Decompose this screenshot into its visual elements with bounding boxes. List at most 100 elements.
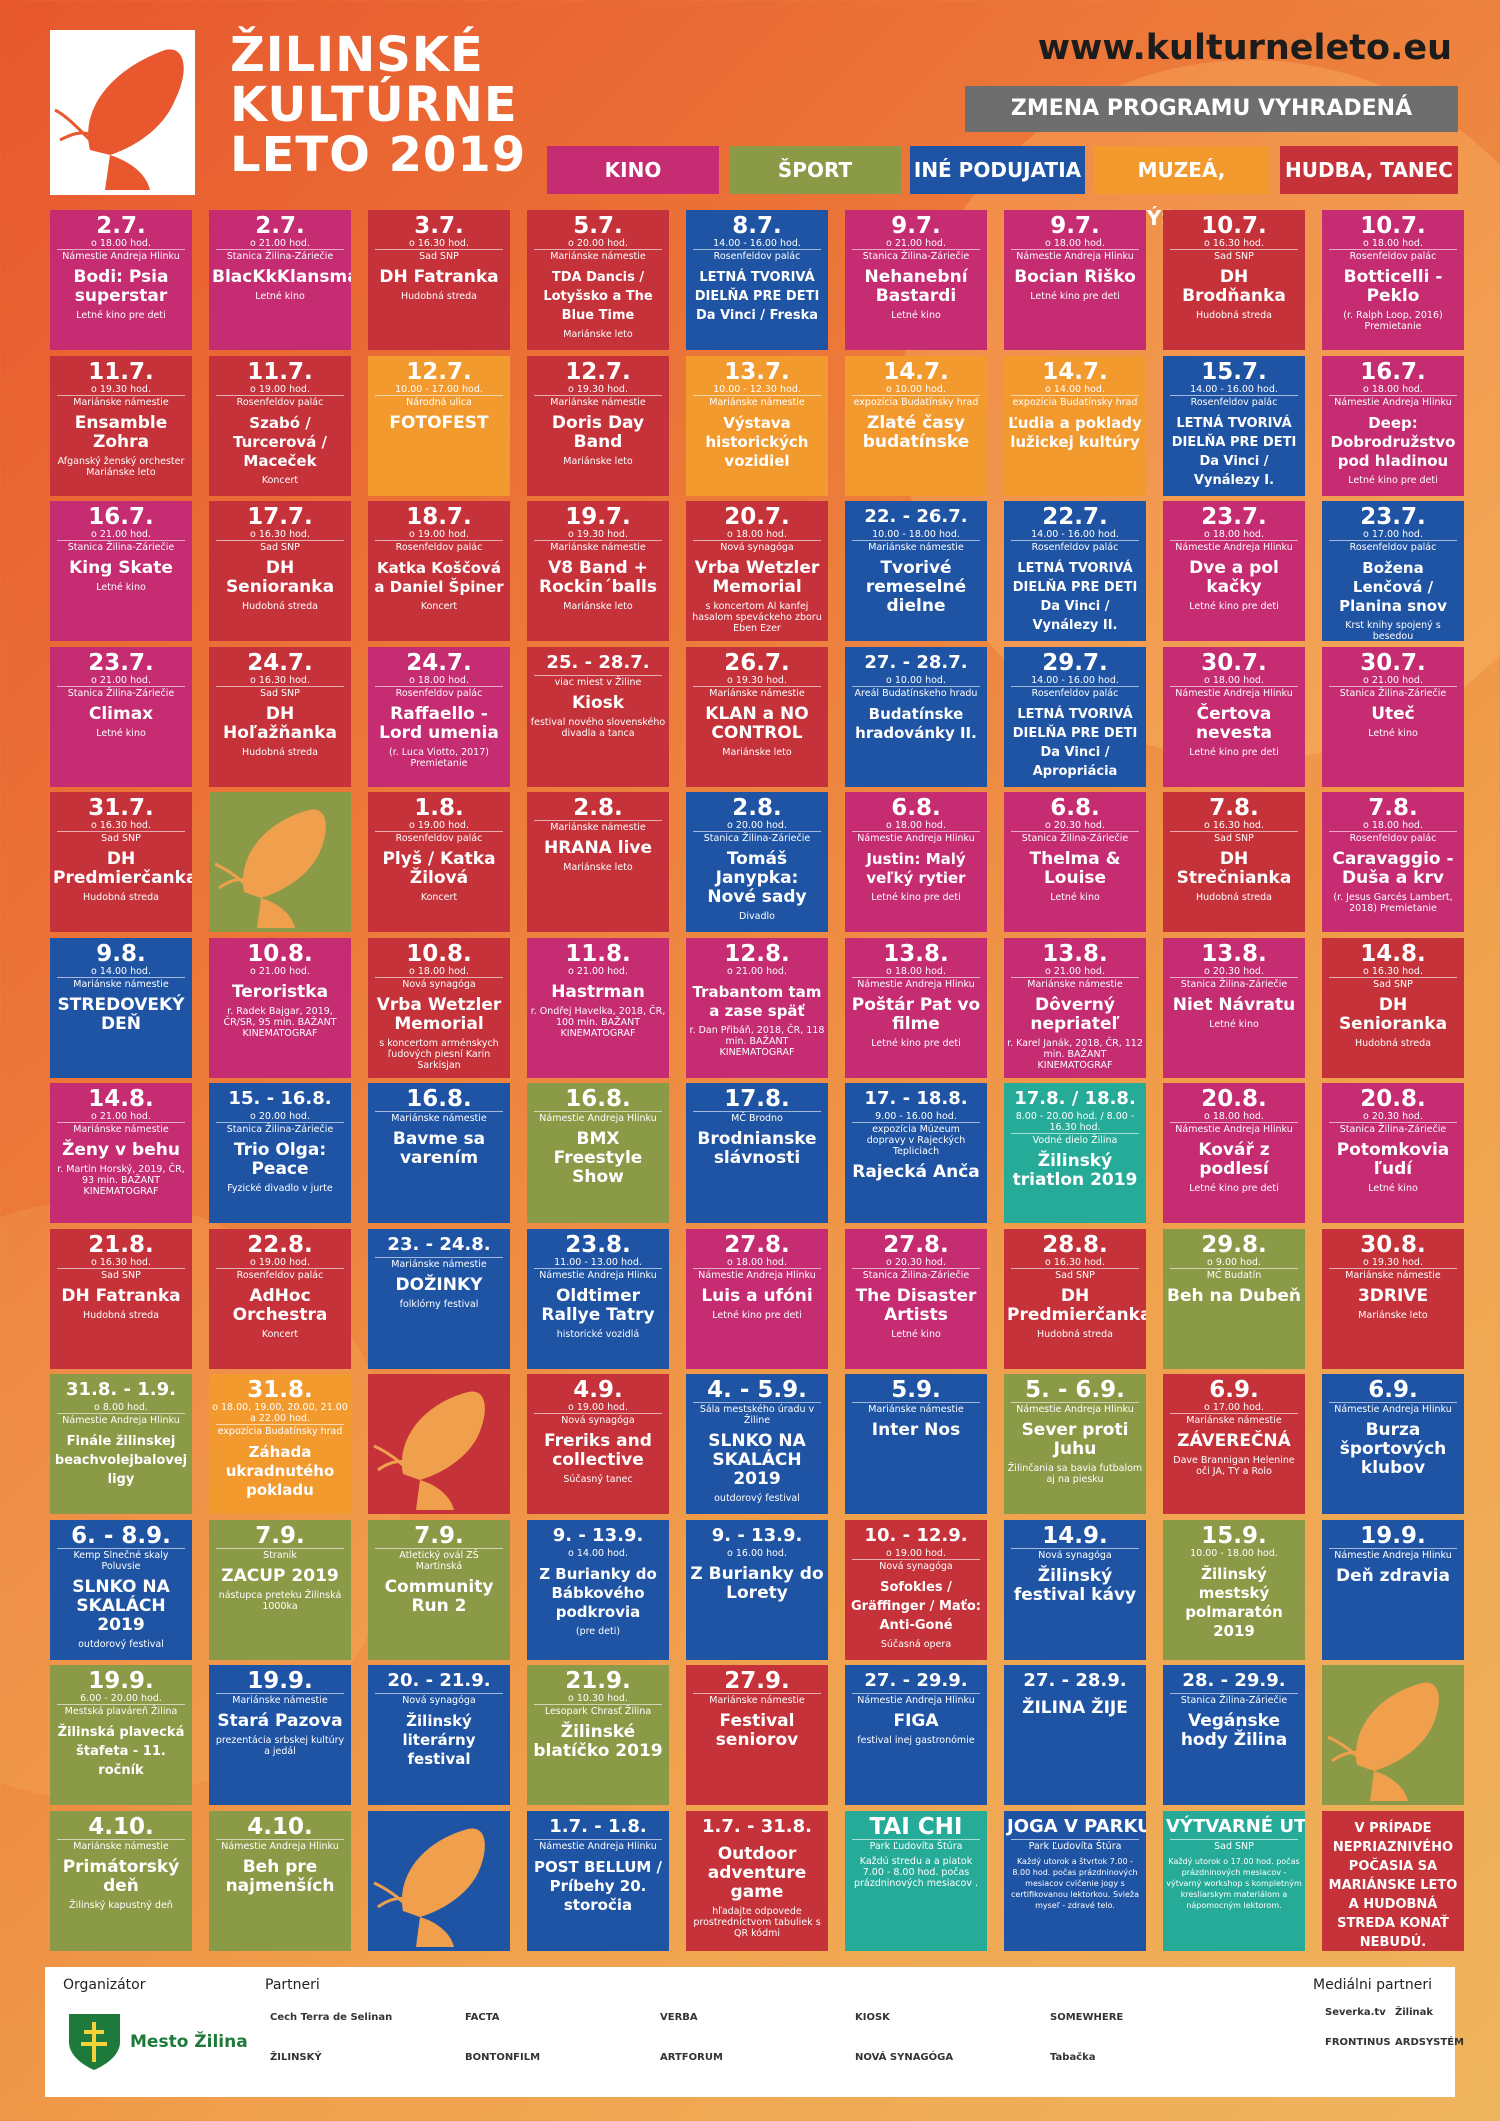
event-date: 20.8. bbox=[1201, 1086, 1267, 1112]
event-card: 24.7. o 16.30 hod. Sad SNP DH Hoľažňanka Hud… bbox=[209, 646, 351, 787]
event-time: o 20.00 hod. bbox=[727, 820, 787, 831]
event-date: 16.8. bbox=[406, 1086, 472, 1112]
event-subtitle: Letné kino bbox=[1368, 1183, 1418, 1194]
event-card: 6.9. o 17.00 hod. Mariánske námestie ZÁVERE… bbox=[1163, 1374, 1305, 1514]
decorative-butterfly-tile bbox=[209, 792, 351, 932]
event-date: 20.7. bbox=[724, 504, 790, 530]
event-event-title: Justin: Malý veľký rytier bbox=[866, 850, 966, 887]
event-date: 21.8. bbox=[88, 1231, 154, 1258]
event-card: 14.7. o 10.00 hod. expozícia Budatínsky hr… bbox=[845, 355, 987, 496]
event-time: o 16.30 hod. bbox=[250, 529, 310, 540]
media-partner-logo: Severka.tv bbox=[1325, 2007, 1386, 2018]
event-date: 10. - 12.9. bbox=[864, 1524, 968, 1546]
media-partner-logo: ARDSYSTÉM bbox=[1395, 2037, 1464, 2048]
event-venue: Stanica Žilina-Záriečie bbox=[852, 1267, 980, 1281]
event-time: o 21.00 hod. bbox=[727, 965, 787, 977]
event-venue: Mariánske námestie bbox=[216, 1693, 344, 1706]
event-card: 27. - 28.7. o 10.00 hod. Areál Budatínskeh… bbox=[845, 646, 987, 787]
event-subtitle: hľadajte odpovede prostredníctvom tabuli… bbox=[693, 1905, 821, 1939]
event-card: 13.7. 10.00 - 12.30 hod. Mariánske námesti… bbox=[686, 355, 828, 496]
event-time: o 19.30 hod. bbox=[727, 674, 787, 686]
event-card: 23.7. o 17.00 hod. Rosenfeldov palác Božena… bbox=[1322, 501, 1464, 641]
event-subtitle: Hudobná streda bbox=[401, 291, 477, 302]
event-card: 11.7. o 19.00 hod. Rosenfeldov palác Szabó … bbox=[209, 355, 351, 496]
event-event-title: Beh na Dubeň bbox=[1166, 1285, 1302, 1306]
event-venue: Národná ulica bbox=[375, 394, 503, 408]
event-time: 10.00 - 12.30 hod. bbox=[713, 383, 801, 395]
event-card: 20. - 21.9. Nová synagóga Žilinský literár… bbox=[368, 1665, 510, 1805]
event-subtitle: Letné kino pre deti bbox=[712, 1309, 802, 1321]
event-time: 8.00 - 20.00 hod. / 8.00 - 16.30 hod. bbox=[1015, 1111, 1135, 1133]
decorative-butterfly-tile bbox=[368, 1810, 510, 1951]
event-date: 20.8. bbox=[1360, 1086, 1426, 1112]
event-card: 21.8. o 16.30 hod. Sad SNP DH Fatranka Hudob… bbox=[50, 1228, 192, 1369]
event-card: 2.7. o 21.00 hod. Stanica Žilina-Záriečie B… bbox=[209, 210, 351, 350]
event-subtitle: festival inej gastronómie bbox=[857, 1735, 975, 1746]
event-event-title: Hastrman bbox=[551, 981, 645, 1002]
event-card: 14.8. o 16.30 hod. Sad SNP DH Senioranka Hud… bbox=[1322, 937, 1464, 1078]
event-subtitle: Letné kino bbox=[891, 310, 941, 321]
event-date: 25. - 28.7. bbox=[546, 651, 650, 673]
event-date: 14.7. bbox=[883, 358, 949, 385]
event-venue: Rosenfeldov palác bbox=[216, 394, 344, 408]
event-venue: Námestie Andreja Hlinku bbox=[1011, 249, 1139, 262]
event-subtitle: Hudobná streda bbox=[83, 892, 159, 903]
partner-logo: NOVÁ SYNAGÓGA bbox=[855, 2052, 954, 2063]
event-subtitle: Afganský ženský orchester Mariánske leto bbox=[57, 455, 185, 478]
event-event-title: DH Fatranka bbox=[379, 267, 499, 287]
event-venue: expozícia Múzeum dopravy v Rajeckých Tep… bbox=[852, 1122, 980, 1157]
event-card: 24.7. o 18.00 hod. Rosenfeldov palác Raffae… bbox=[368, 646, 510, 787]
event-date: 29.7. bbox=[1042, 649, 1108, 676]
event-time: o 9.00 hod. bbox=[1207, 1256, 1261, 1268]
event-event-title: DH Predmierčanka bbox=[1007, 1285, 1146, 1325]
event-venue: Nová synagóga bbox=[375, 976, 503, 990]
event-date: 23.7. bbox=[88, 649, 154, 676]
event-subtitle: Hudobná streda bbox=[1037, 1328, 1113, 1340]
event-card: 30.7. o 18.00 hod. Námestie Andreja Hlinku… bbox=[1163, 646, 1305, 787]
event-time: o 16.30 hod. bbox=[409, 238, 469, 249]
event-subtitle: Letné kino pre deti bbox=[871, 1037, 961, 1049]
event-subtitle: Letné kino bbox=[1368, 727, 1418, 739]
event-date: 2.8. bbox=[573, 795, 623, 821]
event-time: o 18.00 hod. bbox=[886, 965, 946, 977]
event-event-title: 3DRIVE bbox=[1357, 1285, 1429, 1306]
event-venue: Mariánske námestie bbox=[852, 540, 980, 553]
partner-logo: FACTA bbox=[465, 2012, 500, 2023]
event-date: 17.7. bbox=[247, 504, 313, 530]
website-url[interactable]: www.kulturneleto.eu bbox=[1037, 28, 1452, 68]
event-card: 18.7. o 19.00 hod. Rosenfeldov palác Katka … bbox=[368, 501, 510, 641]
butterfly-logo-icon bbox=[54, 49, 184, 190]
event-venue: Námestie Andreja Hlinku bbox=[216, 1838, 344, 1852]
event-event-title: Záhada ukradnutého pokladu bbox=[225, 1443, 335, 1499]
event-event-title: Žilinský mestský polmaratón 2019 bbox=[1185, 1564, 1283, 1640]
event-event-title: Raffaello - Lord umenia bbox=[379, 703, 499, 743]
partner-logo: KIOSK bbox=[855, 2012, 890, 2023]
event-time: o 21.00 hod. bbox=[568, 965, 628, 977]
event-card: TAI CHI Park Ľudovíta Štúra Každú stredu a… bbox=[845, 1810, 987, 1951]
event-venue: Námestie Andreja Hlinku bbox=[1329, 1402, 1457, 1415]
event-venue: Námestie Andreja Hlinku bbox=[1011, 1402, 1139, 1415]
event-card: 9.7. o 21.00 hod. Stanica Žilina-Záriečie N… bbox=[845, 210, 987, 350]
event-date: 2.7. bbox=[96, 213, 146, 239]
event-venue: Námestie Andreja Hlinku bbox=[1329, 394, 1457, 408]
event-event-title: FOTOFEST bbox=[389, 412, 489, 433]
event-date: 30.8. bbox=[1360, 1231, 1426, 1258]
event-event-title: Plyš / Katka Žilová bbox=[382, 849, 496, 888]
event-event-title: Žilinský festival kávy bbox=[1013, 1565, 1137, 1605]
event-venue: Rosenfeldov palác bbox=[693, 249, 821, 262]
event-event-title: Inter Nos bbox=[871, 1420, 961, 1440]
page-title: ŽILINSKÉ KULTÚRNE LETO 2019 bbox=[230, 27, 527, 183]
event-event-title: Poštár Pat vo filme bbox=[851, 994, 981, 1034]
event-venue: Stanica Žilina-Záriečie bbox=[57, 540, 185, 553]
event-venue: Mariánske námestie bbox=[1170, 1413, 1298, 1426]
event-date: 19.9. bbox=[1360, 1522, 1426, 1549]
event-event-title: Čertova nevesta bbox=[1196, 703, 1272, 743]
event-card: 23.8. 11.00 - 13.00 hod. Námestie Andreja … bbox=[527, 1228, 669, 1369]
event-time: 14.00 - 16.00 hod. bbox=[1190, 383, 1278, 395]
event-date: 10.8. bbox=[406, 940, 472, 967]
event-subtitle: Letné kino pre deti bbox=[1189, 1183, 1279, 1194]
event-date: TAI CHI bbox=[869, 1813, 963, 1840]
event-subtitle: Každý utorok a štvrtok 7.00 - 8.00 hod. … bbox=[1010, 1856, 1140, 1910]
event-card: 27.9. Mariánske námestie Festival seniorov bbox=[686, 1665, 828, 1805]
event-time: o 19.30 hod. bbox=[1363, 1256, 1423, 1268]
